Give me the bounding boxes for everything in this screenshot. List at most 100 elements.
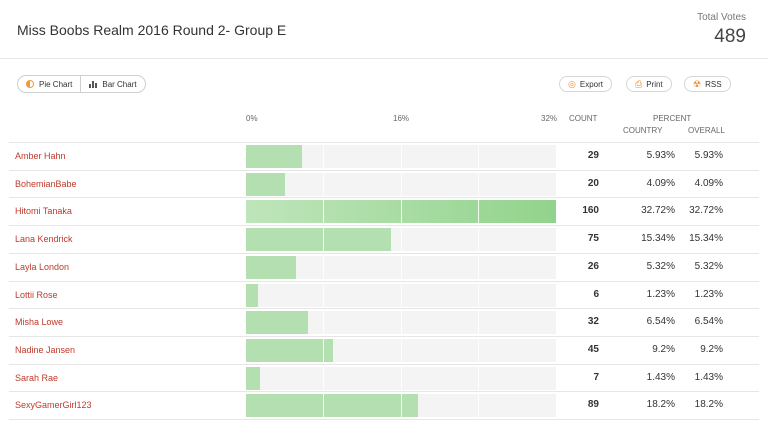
vote-bar: [246, 311, 308, 335]
country-column-header: COUNTRY: [623, 126, 663, 135]
export-button[interactable]: ◎ Export: [559, 76, 612, 92]
percent-overall: 32.72%: [689, 205, 723, 217]
table-row: Sarah Rae 7 1.43% 1.43%: [9, 363, 759, 392]
percent-country: 5.93%: [646, 150, 675, 161]
contestant-name[interactable]: Hitomi Tanaka: [15, 206, 72, 217]
print-label: Print: [646, 79, 663, 89]
vote-count: 7: [593, 371, 599, 383]
bar-track: [246, 338, 556, 362]
bar-track: [246, 172, 556, 196]
gridline: [401, 283, 402, 307]
rss-label: RSS: [705, 79, 722, 89]
contestant-name[interactable]: SexyGamerGirl123: [15, 400, 92, 411]
total-votes-value: 489: [714, 26, 746, 47]
percent-country: 15.34%: [641, 233, 675, 245]
bar-chart-button[interactable]: Bar Chart: [80, 76, 144, 92]
print-button[interactable]: ⎙ Print: [626, 76, 672, 92]
gridline: [323, 366, 324, 390]
percent-overall: 18.2%: [694, 399, 723, 411]
export-icon: ◎: [568, 78, 576, 89]
vote-bar: [246, 283, 258, 307]
export-label: Export: [579, 79, 603, 89]
percent-column-header: PERCENT: [653, 114, 692, 123]
gridline: [478, 311, 479, 335]
vote-bar: [246, 394, 419, 418]
table-row: SexyGamerGirl123 89 18.2% 18.2%: [9, 391, 759, 419]
gridline: [401, 255, 402, 279]
count-column-header: COUNT: [569, 114, 598, 123]
percent-country: 32.72%: [641, 205, 675, 217]
vote-count: 45: [587, 343, 599, 355]
percent-overall: 15.34%: [689, 233, 723, 245]
table-bottom-border: [9, 419, 759, 420]
vote-count: 32: [587, 316, 599, 328]
gridline: [478, 172, 479, 196]
bar-track: [246, 311, 556, 335]
overall-column-header: OVERALL: [688, 126, 725, 135]
vote-bar: [246, 172, 285, 196]
contestant-name[interactable]: Sarah Rae: [15, 372, 59, 383]
vote-bar: [246, 338, 334, 362]
gridline: [323, 172, 324, 196]
gridline: [478, 283, 479, 307]
vote-count: 29: [587, 150, 599, 161]
percent-country: 1.23%: [646, 288, 675, 300]
contestant-name[interactable]: Nadine Jansen: [15, 344, 76, 355]
poll-header: Miss Boobs Realm 2016 Round 2- Group E T…: [0, 0, 768, 59]
vote-count: 75: [587, 233, 599, 245]
poll-title: Miss Boobs Realm 2016 Round 2- Group E: [17, 22, 287, 38]
bar-track: [246, 145, 556, 168]
gridline: [478, 366, 479, 390]
contestant-name[interactable]: Layla London: [15, 261, 70, 272]
gridline: [323, 200, 324, 224]
contestant-name[interactable]: Lana Kendrick: [15, 234, 73, 245]
gridline: [323, 394, 324, 418]
table-row: Amber Hahn 29 5.93% 5.93%: [9, 142, 759, 170]
table-row: Hitomi Tanaka 160 32.72% 32.72%: [9, 197, 759, 225]
vote-count: 26: [587, 260, 599, 272]
total-votes-label: Total Votes: [697, 12, 746, 23]
gridline: [401, 366, 402, 390]
gridline: [478, 338, 479, 362]
gridline: [401, 338, 402, 362]
vote-bar: [246, 145, 303, 168]
contestant-name[interactable]: Amber Hahn: [15, 151, 66, 161]
axis-tick-16: 16%: [393, 114, 410, 123]
pie-chart-label: Pie Chart: [39, 79, 73, 89]
contestant-name[interactable]: Misha Lowe: [15, 317, 64, 328]
vote-count: 6: [593, 288, 599, 300]
table-row: Nadine Jansen 45 9.2% 9.2%: [9, 335, 759, 364]
percent-overall: 1.43%: [694, 371, 723, 383]
percent-overall: 5.93%: [694, 150, 723, 161]
gridline: [401, 228, 402, 252]
gridline: [401, 145, 402, 168]
table-row: Misha Lowe 32 6.54% 6.54%: [9, 308, 759, 336]
percent-overall: 5.32%: [694, 260, 723, 272]
percent-country: 18.2%: [646, 399, 675, 411]
vote-bar: [246, 255, 297, 279]
percent-country: 6.54%: [646, 316, 675, 328]
percent-country: 5.32%: [646, 260, 675, 272]
gridline: [323, 255, 324, 279]
vote-bar: [246, 366, 260, 390]
pie-chart-button[interactable]: Pie Chart: [18, 76, 80, 92]
table-row: Lottii Rose 6 1.23% 1.23%: [9, 280, 759, 309]
pie-chart-icon: [26, 80, 34, 88]
print-icon: ⎙: [635, 78, 643, 89]
table-row: Lana Kendrick 75 15.34% 15.34%: [9, 225, 759, 253]
percent-overall: 1.23%: [694, 288, 723, 300]
bar-chart-icon: [89, 80, 98, 88]
gridline: [323, 145, 324, 168]
contestant-name[interactable]: Lottii Rose: [15, 289, 58, 300]
chart-type-toggle: Pie Chart Bar Chart: [17, 75, 146, 93]
bar-track: [246, 228, 556, 252]
vote-bar: [246, 228, 392, 252]
percent-country: 4.09%: [646, 177, 675, 189]
percent-overall: 6.54%: [694, 316, 723, 328]
rss-button[interactable]: ☢ RSS: [684, 76, 731, 92]
contestant-name[interactable]: BohemianBabe: [15, 178, 77, 189]
vote-count: 160: [582, 205, 599, 217]
gridline: [478, 145, 479, 168]
gridline: [401, 172, 402, 196]
table-row: Layla London 26 5.32% 5.32%: [9, 252, 759, 281]
